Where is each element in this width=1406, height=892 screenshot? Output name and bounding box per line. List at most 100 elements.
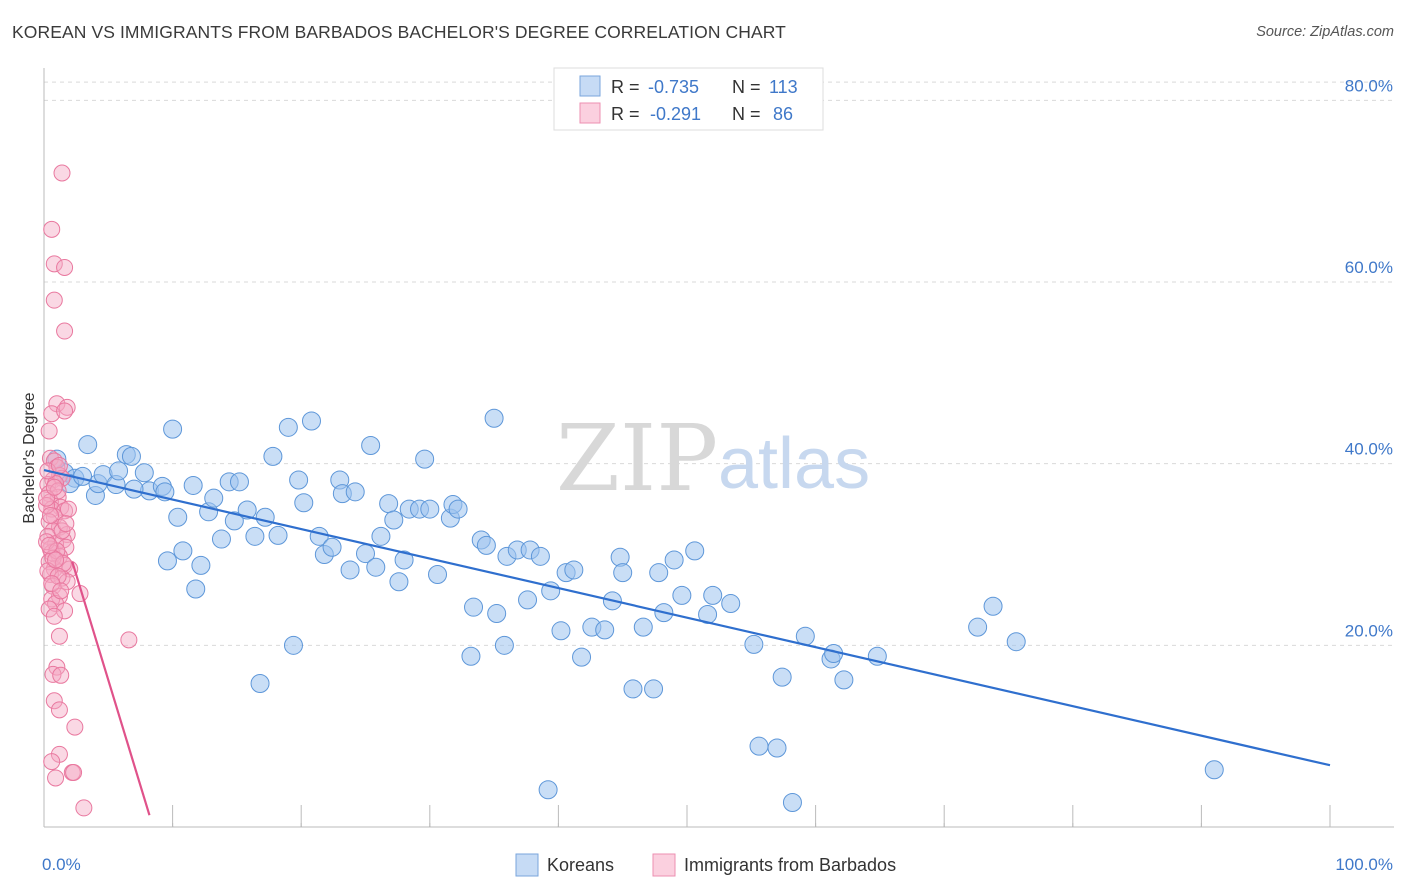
y-tick-label: 80.0% [1345, 76, 1393, 95]
data-point-koreans [564, 560, 584, 580]
data-point-koreans [428, 564, 448, 584]
data-point-koreans [538, 780, 558, 800]
data-point-barbados [56, 402, 74, 420]
legend-bottom-label-barbados: Immigrants from Barbados [684, 855, 896, 875]
data-point-koreans [767, 738, 787, 758]
source-label: Source: ZipAtlas.com [1256, 24, 1394, 40]
y-tick-label: 20.0% [1345, 621, 1393, 640]
legend-r-label: R = [611, 77, 640, 97]
data-point-barbados [41, 506, 59, 524]
data-point-koreans [204, 488, 224, 508]
legend-bottom-swatch-barbados [652, 853, 676, 877]
data-point-koreans [782, 792, 802, 812]
data-point-barbados [75, 799, 93, 817]
data-point-koreans [749, 736, 769, 756]
data-point-koreans [173, 541, 193, 561]
data-point-koreans [322, 537, 342, 557]
data-point-koreans [744, 634, 764, 654]
data-point-koreans [1006, 632, 1026, 652]
data-point-koreans [183, 475, 203, 495]
data-point-koreans [530, 546, 550, 566]
data-point-barbados [45, 255, 63, 273]
data-point-koreans [168, 507, 188, 527]
legend-bottom: Koreans Immigrants from Barbados [515, 853, 896, 877]
x-tick-labels: 0.0% 100.0% [42, 855, 1393, 874]
data-point-barbados [45, 478, 63, 496]
data-point-barbados [45, 607, 63, 625]
data-point-koreans [157, 551, 177, 571]
data-point-barbados [38, 496, 56, 514]
data-point-koreans [294, 493, 314, 513]
trend-line-koreans [43, 468, 1331, 767]
data-point-koreans [633, 617, 653, 637]
data-point-koreans [366, 557, 386, 577]
data-point-koreans [263, 446, 283, 466]
legend-n-label: N = [732, 77, 761, 97]
data-point-koreans [245, 526, 265, 546]
data-point-koreans [1204, 760, 1224, 780]
data-point-koreans [644, 679, 664, 699]
legend-bottom-label-koreans: Koreans [547, 855, 614, 875]
series-koreans [47, 408, 1224, 812]
data-point-barbados [65, 764, 83, 781]
data-point-koreans [672, 585, 692, 605]
data-point-koreans [109, 461, 129, 481]
data-point-barbados [120, 631, 138, 649]
data-point-barbados [40, 536, 58, 554]
data-point-koreans [772, 667, 792, 687]
y-tick-labels: 20.0% 40.0% 60.0% 80.0% [1345, 76, 1393, 640]
data-point-barbados [50, 627, 68, 645]
series-barbados [38, 164, 138, 817]
data-point-koreans [494, 635, 514, 655]
legend-bottom-swatch-koreans [515, 853, 539, 877]
data-point-koreans [415, 449, 435, 469]
data-point-koreans [250, 673, 270, 693]
data-point-koreans [211, 529, 231, 549]
data-point-koreans [384, 510, 404, 530]
data-point-koreans [551, 621, 571, 641]
data-point-koreans [268, 525, 288, 545]
legend-r-label: R = [611, 104, 640, 124]
chart-title: KOREAN VS IMMIGRANTS FROM BARBADOS BACHE… [12, 22, 786, 42]
data-point-koreans [518, 590, 538, 610]
legend-n-value: 86 [773, 104, 793, 124]
x-tick-label: 0.0% [42, 855, 81, 874]
data-point-koreans [289, 470, 309, 490]
data-point-koreans [649, 563, 669, 583]
trend-lines [43, 468, 1331, 816]
legend-swatch-barbados [579, 102, 601, 124]
data-point-koreans [613, 563, 633, 583]
data-point-koreans [78, 435, 98, 455]
data-point-koreans [464, 597, 484, 617]
data-point-koreans [345, 482, 365, 502]
axes [43, 68, 1394, 828]
data-point-barbados [56, 322, 74, 340]
data-point-koreans [394, 550, 414, 570]
data-point-koreans [255, 507, 275, 527]
data-point-barbados [57, 515, 75, 533]
data-point-koreans [721, 594, 741, 614]
data-point-koreans [283, 635, 303, 655]
data-point-koreans [163, 419, 183, 439]
data-point-koreans [389, 572, 409, 592]
watermark: ZIP atlas [556, 405, 870, 512]
trend-line-barbados [71, 561, 151, 816]
data-point-barbados [45, 291, 63, 309]
data-point-koreans [572, 647, 592, 667]
data-point-koreans [476, 535, 496, 555]
data-point-koreans [278, 417, 298, 437]
legend-r-value: -0.291 [650, 104, 701, 124]
data-point-koreans [834, 670, 854, 690]
data-point-koreans [484, 408, 504, 428]
data-point-koreans [301, 411, 321, 431]
data-point-koreans [983, 596, 1003, 616]
data-point-koreans [371, 526, 391, 546]
data-point-koreans [340, 560, 360, 580]
data-point-barbados [50, 701, 68, 719]
data-point-barbados [53, 164, 71, 182]
data-point-koreans [134, 463, 154, 483]
data-point-barbados [43, 575, 61, 593]
data-point-koreans [487, 604, 507, 624]
data-point-barbados [43, 405, 61, 423]
